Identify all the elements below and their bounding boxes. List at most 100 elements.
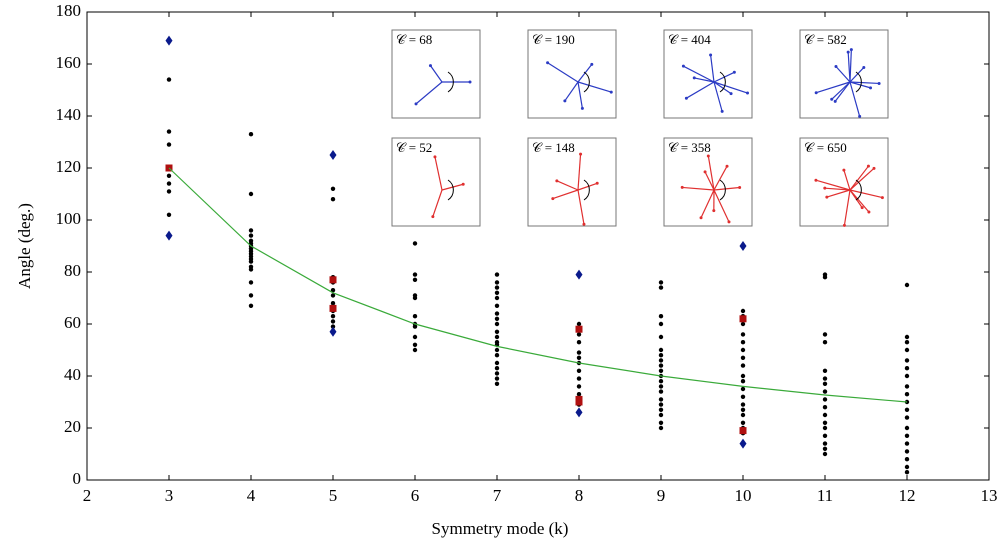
point-square	[740, 427, 747, 434]
inset: 𝒞 = 52	[392, 138, 480, 226]
inset-node	[823, 187, 826, 190]
point	[823, 332, 827, 336]
inset-node	[415, 102, 418, 105]
inset-node	[873, 167, 876, 170]
inset-node	[727, 220, 730, 223]
inset-node	[842, 169, 845, 172]
point	[167, 142, 171, 146]
inset: 𝒞 = 190	[528, 30, 616, 118]
point-square	[330, 305, 337, 312]
point	[495, 272, 499, 276]
point	[577, 369, 581, 373]
point	[823, 405, 827, 409]
inset-node	[825, 196, 828, 199]
x-tick-label: 6	[411, 486, 420, 505]
inset-node	[746, 92, 749, 95]
point	[823, 447, 827, 451]
inset-node	[469, 81, 472, 84]
point	[495, 366, 499, 370]
point	[905, 449, 909, 453]
x-tick-label: 2	[83, 486, 92, 505]
point	[167, 77, 171, 81]
inset-node	[858, 115, 861, 118]
x-tick-label: 9	[657, 486, 666, 505]
point	[905, 441, 909, 445]
point	[741, 348, 745, 352]
point	[659, 397, 663, 401]
inset-node	[878, 82, 881, 85]
point	[413, 335, 417, 339]
point	[905, 340, 909, 344]
point	[659, 369, 663, 373]
point	[741, 421, 745, 425]
inset-node	[693, 76, 696, 79]
y-tick-label: 60	[64, 313, 81, 332]
inset-node	[814, 179, 817, 182]
point	[413, 348, 417, 352]
point	[331, 197, 335, 201]
point	[577, 340, 581, 344]
point	[741, 402, 745, 406]
point	[249, 192, 253, 196]
point	[495, 317, 499, 321]
inset-node	[726, 165, 729, 168]
inset-node	[730, 92, 733, 95]
point	[495, 348, 499, 352]
x-tick-label: 13	[981, 486, 998, 505]
x-tick-label: 10	[735, 486, 752, 505]
point	[577, 392, 581, 396]
point	[823, 452, 827, 456]
inset-node	[682, 65, 685, 68]
point	[495, 376, 499, 380]
point-diamond	[330, 150, 337, 160]
point-diamond	[166, 231, 173, 241]
inset: 𝒞 = 68	[392, 30, 480, 118]
point-diamond	[166, 36, 173, 46]
point	[905, 434, 909, 438]
point-diamond	[740, 439, 747, 449]
y-tick-label: 120	[56, 157, 82, 176]
point	[741, 413, 745, 417]
point	[249, 132, 253, 136]
point	[167, 189, 171, 193]
inset-node	[429, 64, 432, 67]
inset-node	[830, 98, 833, 101]
point	[167, 213, 171, 217]
point	[905, 426, 909, 430]
point-square	[576, 326, 583, 333]
inset-node	[590, 63, 593, 66]
inset-node	[847, 51, 850, 54]
inset-node	[733, 71, 736, 74]
point-diamond	[740, 241, 747, 251]
inset-node	[881, 196, 884, 199]
x-tick-label: 4	[247, 486, 256, 505]
point	[823, 382, 827, 386]
x-tick-label: 5	[329, 486, 338, 505]
point-diamond	[330, 327, 337, 337]
y-tick-label: 180	[56, 1, 82, 20]
point	[659, 379, 663, 383]
point	[741, 322, 745, 326]
inset-node	[850, 48, 853, 51]
point	[741, 309, 745, 313]
point	[823, 275, 827, 279]
point	[167, 181, 171, 185]
inset-node	[867, 210, 870, 213]
point	[495, 330, 499, 334]
inset-node	[551, 197, 554, 200]
inset-node	[843, 224, 846, 227]
inset-node	[462, 183, 465, 186]
point	[331, 301, 335, 305]
inset-node	[869, 86, 872, 89]
inset-node	[610, 91, 613, 94]
inset-node	[815, 91, 818, 94]
inset: 𝒞 = 358	[664, 138, 752, 226]
point	[577, 322, 581, 326]
x-tick-label: 7	[493, 486, 502, 505]
point	[249, 259, 253, 263]
point	[659, 426, 663, 430]
point	[823, 389, 827, 393]
point	[823, 413, 827, 417]
point	[167, 174, 171, 178]
point	[659, 384, 663, 388]
